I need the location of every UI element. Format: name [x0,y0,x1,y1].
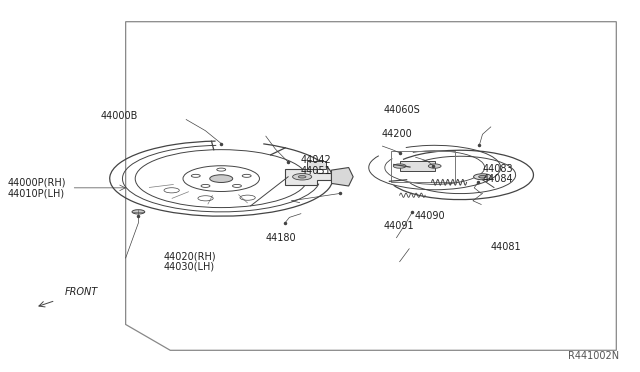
Bar [392,151,455,182]
Text: 44051: 44051 [301,166,332,176]
Ellipse shape [474,174,492,180]
Text: 44180: 44180 [266,233,296,243]
Polygon shape [285,169,332,185]
Text: 44010P(LH): 44010P(LH) [8,188,65,198]
Ellipse shape [132,210,145,214]
Ellipse shape [298,176,306,178]
Polygon shape [332,167,353,186]
Ellipse shape [292,174,312,180]
Text: 44020(RH): 44020(RH) [164,251,216,261]
Text: 44000B: 44000B [100,111,138,121]
Text: 44042: 44042 [301,155,332,165]
Text: 44090: 44090 [414,211,445,221]
Bar [307,161,326,169]
Ellipse shape [210,175,233,183]
Text: 44060S: 44060S [384,105,420,115]
Text: 44083: 44083 [483,164,513,174]
Text: 44000P(RH): 44000P(RH) [8,177,67,187]
Ellipse shape [479,176,486,178]
Text: R441002N: R441002N [568,352,620,361]
Ellipse shape [394,164,406,168]
Text: 44030(LH): 44030(LH) [164,262,215,272]
Text: 44081: 44081 [491,242,522,252]
Ellipse shape [428,164,441,168]
Text: 44091: 44091 [384,221,414,231]
Bar [399,161,435,171]
Text: 44200: 44200 [382,129,413,139]
Text: FRONT: FRONT [65,287,99,297]
Text: 44084: 44084 [483,174,513,184]
